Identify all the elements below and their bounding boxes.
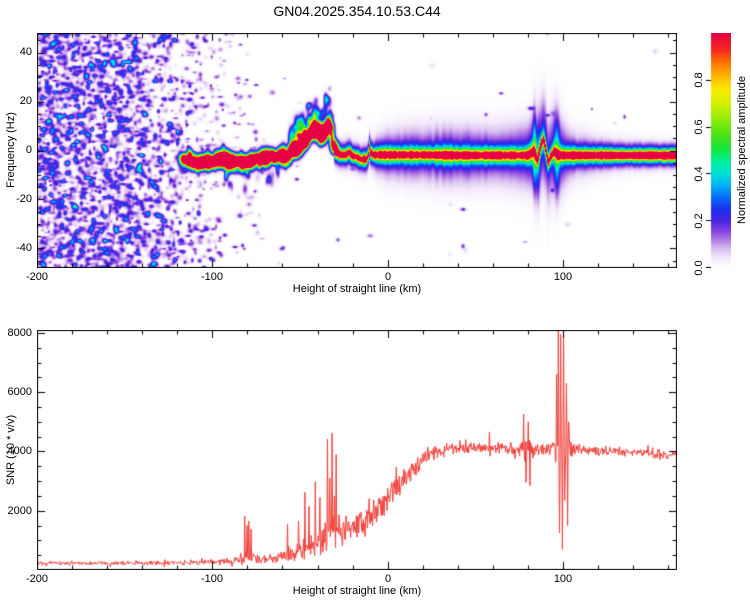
y-tick-label: 20 [19, 95, 32, 107]
y-tick-label: 4000 [7, 445, 32, 457]
x-tick-label: -200 [25, 573, 49, 585]
x-tick-label: -100 [200, 271, 224, 283]
x-tick-label: 0 [384, 573, 392, 585]
height-axis-label-bottom: Height of straight line (km) [292, 585, 422, 597]
colorbar-tick-label: 0.6 [693, 119, 705, 135]
y-tick-label: 6000 [7, 386, 32, 398]
y-tick-label: 0 [25, 144, 32, 156]
colorbar-canvas [705, 33, 731, 268]
y-tick-label: 8000 [7, 327, 32, 339]
y-tick-label: 40 [19, 46, 32, 58]
colorbar-tick-label: 0.4 [693, 166, 705, 182]
colorbar-tick-label: 0.8 [693, 72, 705, 88]
colorbar-tick-label: 0.0 [693, 260, 705, 276]
snr-axis-label: SNR (10 * v/v) [5, 414, 17, 486]
y-tick-label: -40 [16, 242, 32, 254]
x-tick-label: -200 [25, 271, 49, 283]
snr-canvas [37, 330, 677, 570]
spectrogram-canvas [37, 33, 677, 268]
height-axis-label-top: Height of straight line (km) [292, 283, 422, 295]
colorbar-tick-label: 0.2 [693, 213, 705, 229]
y-tick-label: 2000 [7, 505, 32, 517]
x-tick-label: -100 [200, 573, 224, 585]
colorbar-axis-label: Normalized spectral amplitude [736, 76, 748, 224]
y-tick-label: -20 [16, 193, 32, 205]
x-tick-label: 0 [384, 271, 392, 283]
x-tick-label: 100 [553, 573, 573, 585]
frequency-axis-label: Frequency (Hz) [5, 112, 17, 188]
page-title: GN04.2025.354.10.53.C44 [273, 3, 441, 19]
x-tick-label: 100 [553, 271, 573, 283]
